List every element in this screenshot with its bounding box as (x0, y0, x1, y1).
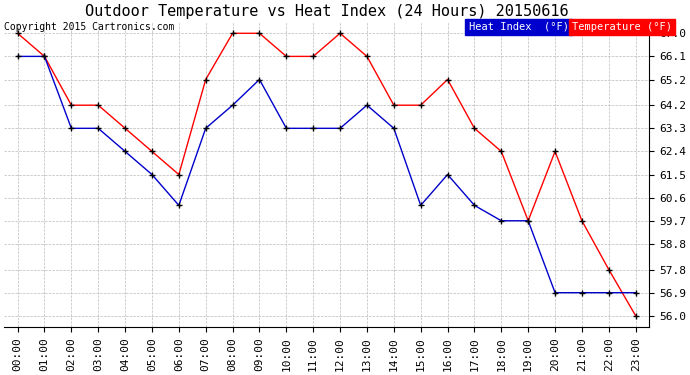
Text: Heat Index  (°F): Heat Index (°F) (469, 22, 569, 32)
Title: Outdoor Temperature vs Heat Index (24 Hours) 20150616: Outdoor Temperature vs Heat Index (24 Ho… (85, 4, 569, 19)
Text: Copyright 2015 Cartronics.com: Copyright 2015 Cartronics.com (4, 22, 175, 32)
Text: Temperature (°F): Temperature (°F) (572, 22, 672, 32)
